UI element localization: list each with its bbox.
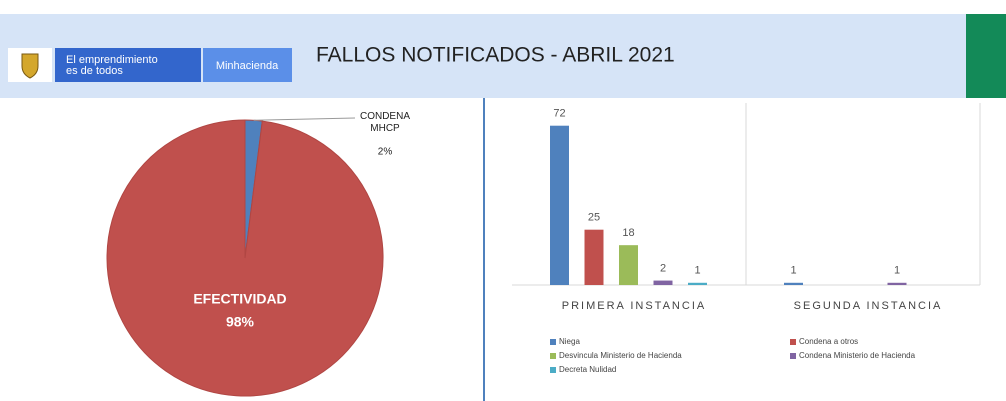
legend-label: Condena Ministerio de Hacienda: [799, 351, 916, 360]
x-tick-label: PRIMERA INSTANCIA: [562, 300, 706, 312]
legend-swatch: [790, 353, 796, 359]
pie-slice: [106, 119, 384, 397]
legend-swatch: [550, 353, 556, 359]
header-flag: [966, 14, 1006, 98]
bar: [887, 282, 907, 285]
x-tick-label: SEGUNDA INSTANCIA: [794, 300, 943, 312]
legend-label: Desvincula Ministerio de Hacienda: [559, 351, 682, 360]
legend-label: Decreta Nulidad: [559, 365, 616, 374]
ministry-label: Minhacienda: [216, 60, 279, 72]
shield-icon: [21, 53, 39, 79]
data-label: 18: [622, 227, 634, 239]
data-label: 1: [894, 265, 900, 277]
brand-line: es de todos: [66, 65, 123, 77]
legend-swatch: [790, 339, 796, 345]
legend-swatch: [550, 367, 556, 373]
pie-label: EFECTIVIDAD: [193, 291, 286, 307]
data-label: 1: [790, 265, 796, 277]
pie-label: CONDENA MHCP: [360, 111, 410, 134]
bar: [550, 125, 569, 285]
bar: [584, 229, 604, 285]
brand-line: El emprendimiento: [66, 54, 158, 66]
data-label: 1: [694, 265, 700, 277]
bar: [653, 280, 673, 285]
page-title: FALLOS NOTIFICADOS - ABRIL 2021: [316, 44, 675, 67]
brand-box: [55, 48, 201, 82]
ministry-box: [203, 48, 292, 82]
data-label: 2: [660, 262, 666, 274]
legend-label: Niega: [559, 337, 580, 346]
data-label: 72: [553, 108, 565, 120]
bar: [619, 245, 638, 285]
data-label: 25: [588, 212, 600, 224]
bar: [688, 282, 707, 285]
legend-label: Condena a otros: [799, 337, 858, 346]
leader-line: [253, 117, 356, 121]
pie-value-label: 2%: [378, 147, 393, 158]
bar: [784, 282, 803, 285]
legend-swatch: [550, 339, 556, 345]
pie-value-label: 98%: [226, 314, 255, 330]
